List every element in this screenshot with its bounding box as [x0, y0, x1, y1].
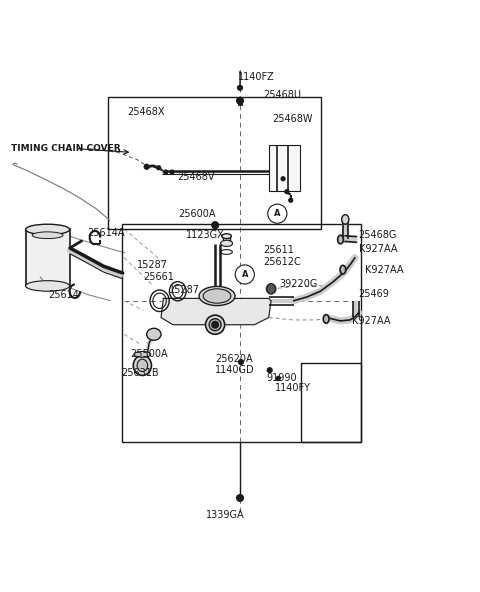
Polygon shape — [161, 298, 271, 325]
Ellipse shape — [134, 352, 151, 357]
Text: 25614: 25614 — [48, 290, 79, 300]
Ellipse shape — [342, 215, 349, 224]
Text: 39220G: 39220G — [279, 279, 318, 289]
Ellipse shape — [32, 232, 63, 239]
Text: 25631B: 25631B — [121, 368, 159, 378]
Text: K927AA: K927AA — [365, 265, 404, 275]
Ellipse shape — [203, 289, 231, 303]
Circle shape — [170, 170, 174, 174]
Text: 25468V: 25468V — [177, 172, 215, 182]
Ellipse shape — [222, 234, 231, 239]
Ellipse shape — [137, 359, 148, 372]
Ellipse shape — [209, 318, 221, 331]
Text: 25611: 25611 — [263, 244, 294, 255]
Text: 91990: 91990 — [266, 374, 297, 384]
Text: 25469: 25469 — [359, 289, 390, 298]
Ellipse shape — [205, 315, 225, 334]
Text: 15287: 15287 — [137, 260, 168, 270]
Circle shape — [157, 166, 160, 170]
Bar — [122, 224, 361, 442]
Circle shape — [212, 321, 218, 328]
Text: A: A — [241, 270, 248, 279]
Bar — [25, 230, 70, 286]
Ellipse shape — [221, 240, 233, 246]
Bar — [301, 363, 361, 442]
Circle shape — [276, 377, 280, 380]
Text: 25661: 25661 — [144, 272, 174, 282]
Circle shape — [235, 265, 254, 284]
Circle shape — [266, 284, 276, 294]
Text: 25614A: 25614A — [87, 228, 124, 238]
Text: 25468U: 25468U — [263, 90, 301, 100]
Text: TIMING CHAIN COVER: TIMING CHAIN COVER — [11, 144, 121, 153]
Circle shape — [238, 85, 242, 90]
Text: K927AA: K927AA — [359, 244, 397, 254]
Ellipse shape — [199, 287, 235, 305]
Circle shape — [285, 190, 289, 194]
Circle shape — [237, 495, 243, 501]
Ellipse shape — [323, 315, 329, 323]
Circle shape — [267, 368, 272, 372]
Ellipse shape — [337, 235, 343, 244]
Circle shape — [237, 97, 243, 104]
Text: 1140FY: 1140FY — [275, 383, 311, 393]
Text: 1140GD: 1140GD — [215, 365, 255, 375]
Text: 25500A: 25500A — [130, 349, 168, 359]
Text: 25468W: 25468W — [273, 114, 313, 124]
Text: K927AA: K927AA — [352, 316, 391, 326]
Circle shape — [281, 177, 285, 181]
Ellipse shape — [147, 329, 161, 340]
Text: 25600A: 25600A — [178, 208, 216, 218]
Bar — [269, 145, 300, 191]
Text: A: A — [274, 209, 281, 218]
Text: 1140FZ: 1140FZ — [239, 72, 275, 82]
Text: 25620A: 25620A — [215, 354, 253, 364]
Circle shape — [289, 198, 293, 202]
Ellipse shape — [340, 265, 346, 274]
Text: 1339GA: 1339GA — [206, 510, 245, 520]
Circle shape — [239, 360, 243, 365]
Bar — [238, 97, 242, 105]
Circle shape — [164, 170, 168, 174]
Ellipse shape — [25, 281, 70, 291]
Text: 25468X: 25468X — [128, 107, 165, 117]
Circle shape — [212, 222, 218, 229]
Ellipse shape — [133, 355, 152, 375]
Circle shape — [144, 165, 149, 169]
Text: 1123GX: 1123GX — [186, 230, 225, 240]
Text: 25468G: 25468G — [359, 230, 397, 240]
Text: 15287: 15287 — [169, 285, 200, 295]
Ellipse shape — [25, 224, 70, 235]
Circle shape — [268, 204, 287, 223]
Text: 25612C: 25612C — [263, 256, 301, 266]
Bar — [108, 97, 322, 229]
